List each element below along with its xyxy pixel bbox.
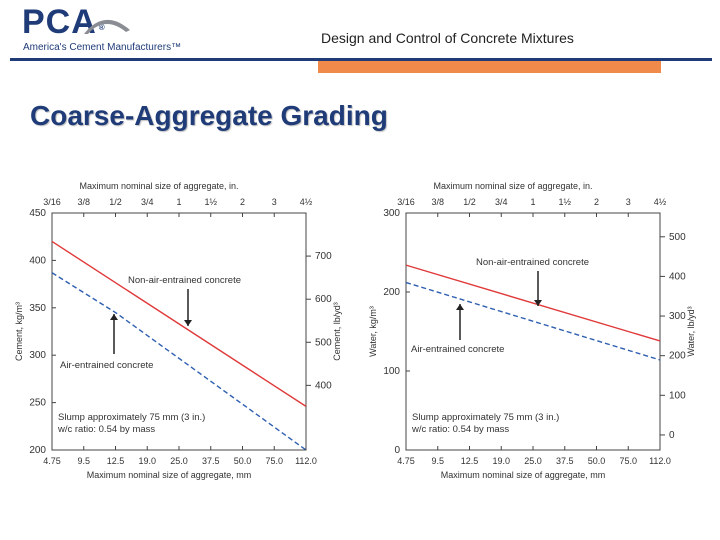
top-tick-label: 3/8: [431, 197, 444, 207]
document-title: Design and Control of Concrete Mixtures: [321, 30, 574, 46]
top-tick-label: 3: [272, 197, 277, 207]
y-tick-label: 200: [29, 445, 46, 456]
x-tick-label: 37.5: [556, 456, 574, 466]
water-chart-svg: Maximum nominal size of aggregate, in. 3/…: [368, 181, 696, 480]
y2-tick-label: 400: [669, 271, 686, 282]
x-tick-label: 4.75: [43, 456, 61, 466]
top-tick-label: 1/2: [463, 197, 476, 207]
air-entrained-line: [51, 272, 307, 451]
annotation-arrow-head: [456, 304, 464, 310]
top-tick-label: 3/4: [141, 197, 154, 207]
y2-tick-label: 600: [315, 294, 332, 305]
x-tick-label: 25.0: [524, 456, 542, 466]
y-tick-label: 300: [29, 350, 46, 361]
y2-tick-label: 400: [315, 380, 332, 391]
logo-tagline: America's Cement Manufacturers™: [23, 42, 182, 53]
air-entrained-label: Air-entrained concrete: [60, 360, 153, 371]
logo-swoosh-icon: [84, 19, 130, 34]
top-tick-label: 3/16: [397, 197, 415, 207]
non-air-entrained-label: Non-air-entrained concrete: [476, 257, 589, 268]
y-tick-label: 0: [394, 445, 400, 456]
top-tick-label: 4½: [654, 197, 667, 207]
chart-note: Slump approximately 75 mm (3 in.): [412, 412, 559, 423]
y2-tick-label: 200: [669, 351, 686, 362]
logo-text: PCA: [22, 3, 97, 41]
top-tick-label: 4½: [300, 197, 313, 207]
x-tick-label: 9.5: [431, 456, 444, 466]
annotation-arrow-head: [110, 314, 118, 320]
x-tick-label: 37.5: [202, 456, 220, 466]
annotation-arrow-head: [534, 300, 542, 306]
top-tick-label: 2: [594, 197, 599, 207]
y2-tick-label: 0: [669, 430, 675, 441]
x-tick-label: 75.0: [265, 456, 283, 466]
y-tick-label: 350: [29, 303, 46, 314]
slide-title: Coarse-Aggregate Grading: [30, 100, 388, 131]
plot-frame: [51, 212, 307, 451]
y-tick-label: 100: [383, 366, 400, 377]
water-content-chart: Maximum nominal size of aggregate, in. 3/…: [362, 176, 702, 486]
y-tick-label: 450: [29, 208, 46, 219]
top-axis-title: Maximum nominal size of aggregate, in.: [433, 181, 592, 191]
top-tick-label: 1/2: [109, 197, 122, 207]
x-tick-label: 75.0: [619, 456, 637, 466]
top-tick-label: 3/4: [495, 197, 508, 207]
cement-content-chart: Maximum nominal size of aggregate, in. 3/…: [8, 176, 348, 486]
y2-tick-label: 300: [669, 311, 686, 322]
x-tick-label: 50.0: [234, 456, 252, 466]
top-tick-label: 1½: [558, 197, 571, 207]
header-rule: [10, 58, 712, 61]
non-air-entrained-line: [405, 264, 661, 342]
plot-frame: [405, 212, 661, 451]
y2-axis-label: Water, lb/yd³: [686, 306, 696, 356]
y2-axis-label: Cement, lb/yd³: [332, 302, 342, 361]
y-tick-label: 250: [29, 398, 46, 409]
y2-tick-label: 500: [669, 232, 686, 243]
top-tick-label: 2: [240, 197, 245, 207]
x-tick-label: 50.0: [588, 456, 606, 466]
y-tick-label: 300: [383, 208, 400, 219]
x-axis-label: Maximum nominal size of aggregate, mm: [87, 470, 252, 480]
top-tick-label: 3/16: [43, 197, 61, 207]
y-tick-label: 200: [383, 287, 400, 298]
non-air-entrained-line: [51, 240, 307, 407]
y-axis-label: Water, kg/m³: [368, 306, 378, 357]
x-tick-label: 19.0: [492, 456, 510, 466]
air-entrained-line: [405, 281, 661, 361]
x-tick-label: 12.5: [461, 456, 479, 466]
cement-chart-svg: Maximum nominal size of aggregate, in. 3/…: [14, 181, 342, 480]
x-tick-label: 4.75: [397, 456, 415, 466]
annotation-arrow-head: [184, 320, 192, 326]
x-tick-label: 9.5: [77, 456, 90, 466]
top-axis-title: Maximum nominal size of aggregate, in.: [79, 181, 238, 191]
x-tick-label: 112.0: [649, 456, 671, 466]
top-tick-label: 1: [530, 197, 535, 207]
x-tick-label: 19.0: [138, 456, 156, 466]
y-axis-label: Cement, kg/m³: [14, 302, 24, 361]
top-tick-label: 3/8: [77, 197, 90, 207]
air-entrained-label: Air-entrained concrete: [411, 344, 504, 355]
y-tick-label: 400: [29, 255, 46, 266]
logo-wordmark: PCA ®: [22, 3, 106, 41]
x-tick-label: 112.0: [295, 456, 317, 466]
y2-tick-label: 500: [315, 337, 332, 348]
non-air-entrained-label: Non-air-entrained concrete: [128, 275, 241, 286]
x-tick-label: 25.0: [170, 456, 188, 466]
x-axis-label: Maximum nominal size of aggregate, mm: [441, 470, 606, 480]
chart-note: w/c ratio: 0.54 by mass: [57, 424, 155, 435]
chart-note: w/c ratio: 0.54 by mass: [411, 424, 509, 435]
top-tick-label: 1½: [204, 197, 217, 207]
y2-tick-label: 100: [669, 390, 686, 401]
header-accent-bar: [318, 61, 661, 73]
y2-tick-label: 700: [315, 251, 332, 262]
top-tick-label: 1: [176, 197, 181, 207]
chart-note: Slump approximately 75 mm (3 in.): [58, 412, 205, 423]
pca-logo: PCA ® America's Cement Manufacturers™: [22, 4, 192, 56]
top-tick-label: 3: [626, 197, 631, 207]
x-tick-label: 12.5: [107, 456, 125, 466]
